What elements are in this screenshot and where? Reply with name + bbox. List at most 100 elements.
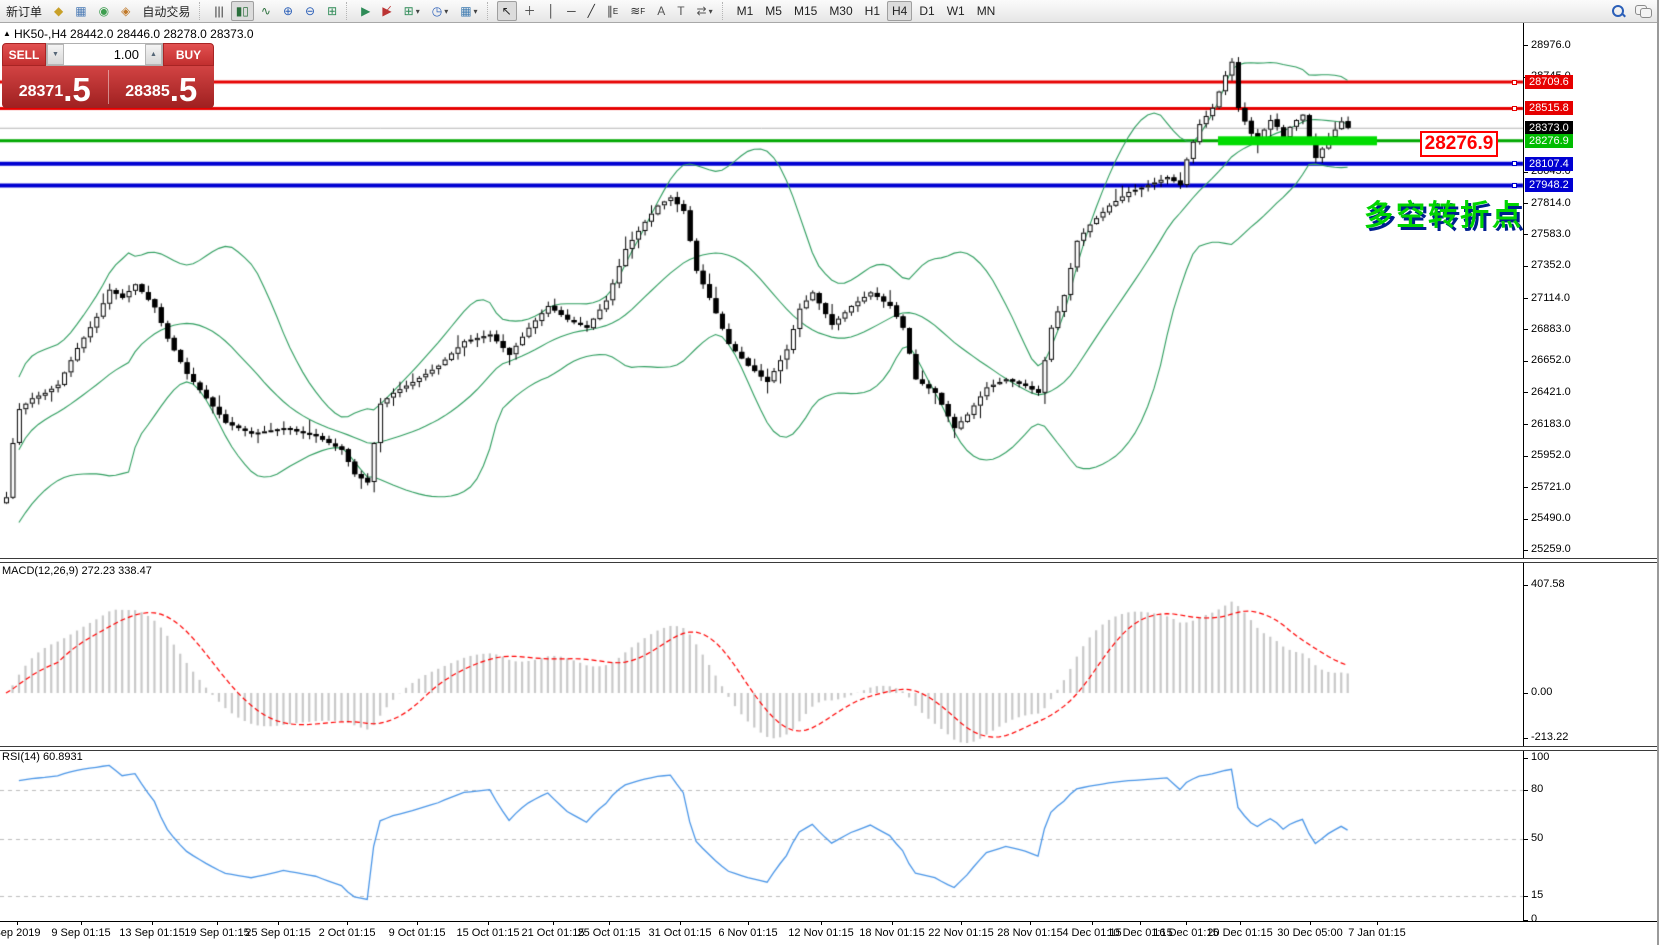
rsi-scale-label: 15 [1531, 888, 1544, 901]
rsi-scale-label: 80 [1531, 783, 1544, 796]
rsi-tick [1523, 839, 1528, 840]
line-drag-handle[interactable] [1512, 79, 1517, 85]
macd-tick [1523, 585, 1528, 586]
toolbar-separator [721, 2, 728, 20]
time-tick [1377, 921, 1378, 925]
rsi-scale-label: 0 [1531, 913, 1538, 925]
time-tick [217, 921, 218, 925]
timeframe-h1[interactable]: H1 [864, 4, 880, 18]
time-axis-label: 20 Dec 01:15 [1207, 927, 1273, 939]
autotrading-icon[interactable]: ◈ [121, 4, 131, 18]
price-tick [1523, 455, 1528, 457]
chat-icon[interactable] [1635, 5, 1652, 18]
time-axis-label: 10 Dec 01:15 [1107, 927, 1173, 939]
price-tick [1523, 265, 1528, 267]
autotrading-button[interactable]: 自动交易 [142, 4, 191, 19]
turning-point-annotation[interactable]: 多空转折点 [1364, 200, 1525, 232]
zoom-in-icon[interactable]: ⊕ [282, 4, 294, 18]
buy-price[interactable]: 28385.5 [109, 73, 215, 108]
zoom-out-icon[interactable]: ⊖ [305, 4, 316, 18]
bar-chart-icon[interactable]: ||| [214, 4, 224, 18]
timeframe-m1[interactable]: M1 [736, 4, 754, 18]
rsi-scale-label: 100 [1531, 751, 1550, 763]
panel-separator-rsi[interactable] [0, 746, 1657, 751]
new-chart-icon[interactable]: ⊞ ▾ [403, 4, 420, 18]
tile-windows-icon[interactable]: ⊞ [327, 4, 338, 18]
price-tick-label: 26421.0 [1531, 385, 1571, 398]
timeframe-w1[interactable]: W1 [946, 4, 965, 18]
price-line-label: 28276.9 [1525, 133, 1573, 148]
time-axis-label: 25 Oct 01:15 [577, 927, 641, 939]
equidistant-channel-icon[interactable]: ∥ E [606, 4, 619, 18]
line-chart-icon[interactable]: ∿ [260, 4, 271, 18]
periods-clock-icon[interactable]: ◷ ▾ [431, 4, 449, 18]
time-axis-label: 2 Oct 01:15 [318, 927, 376, 939]
price-tick-label: 28976.0 [1531, 38, 1571, 51]
templates-icon[interactable]: ▦ ▾ [460, 4, 478, 18]
volume-input[interactable] [64, 44, 145, 65]
toolbar-separator [199, 2, 205, 20]
time-tick [417, 921, 418, 925]
arrows-icon[interactable]: ⇄ ▾ [696, 4, 713, 18]
buy-price-main: 28385 [125, 83, 170, 100]
volume-increase-button[interactable]: ▲ [145, 44, 162, 65]
horizontal-line-icon[interactable]: ─ [567, 4, 576, 18]
timeframe-m30[interactable]: M30 [829, 4, 853, 18]
chart-window-icon: ▲ [3, 29, 11, 38]
cursor-icon[interactable]: ↖ [496, 1, 517, 21]
sell-price[interactable]: 28371.5 [2, 71, 108, 108]
sell-button[interactable]: SELL [2, 43, 46, 66]
line-drag-handle[interactable] [1512, 161, 1517, 167]
text-icon[interactable]: A [657, 4, 666, 18]
terminal-icon[interactable]: ▦ [75, 4, 87, 18]
time-tick [680, 921, 681, 925]
rsi-scale-label: 50 [1531, 832, 1544, 844]
price-tick-label: 26183.0 [1531, 417, 1571, 430]
line-drag-handle[interactable] [1512, 182, 1517, 188]
price-tick-label: 27814.0 [1531, 196, 1571, 209]
price-callout-box[interactable]: 28276.9 [1420, 131, 1498, 157]
order-ticket-icon[interactable]: ◆ [54, 4, 64, 18]
price-line-label: 28709.6 [1525, 75, 1573, 90]
timeframe-m15[interactable]: M15 [793, 4, 818, 18]
chart-shift-icon[interactable]: ▶̸ [382, 4, 392, 18]
price-tick [1523, 298, 1528, 300]
trendline-icon[interactable]: ╱ [587, 4, 595, 18]
timeframe-h4[interactable]: H4 [887, 1, 913, 21]
signals-icon[interactable]: ◉ [98, 4, 110, 18]
price-tick-label: 25721.0 [1531, 480, 1571, 493]
line-drag-handle[interactable] [1512, 105, 1517, 111]
rsi-tick [1523, 920, 1528, 921]
timeframe-m5[interactable]: M5 [765, 4, 782, 18]
candlestick-chart-icon[interactable]: ▮▯ [230, 1, 254, 21]
time-axis-label: 9 Oct 01:15 [388, 927, 446, 939]
time-axis-label: 15 Oct 01:15 [456, 927, 520, 939]
buy-button[interactable]: BUY [163, 43, 214, 66]
time-tick [1186, 921, 1187, 925]
time-tick [961, 921, 962, 925]
timeframe-mn[interactable]: MN [976, 4, 996, 18]
vertical-line-icon[interactable]: │ [547, 4, 556, 18]
crosshair-icon[interactable]: ＋ [523, 4, 536, 18]
text-label-icon[interactable]: T [677, 4, 685, 18]
fibonacci-icon[interactable]: ≋ F [630, 4, 646, 18]
time-axis-label: 9 Sep 01:15 [51, 927, 111, 939]
search-icon[interactable] [1612, 4, 1625, 18]
timeframe-d1[interactable]: D1 [919, 4, 935, 18]
volume-decrease-button[interactable]: ▼ [47, 44, 64, 65]
price-tick-label: 27352.0 [1531, 259, 1571, 272]
price-line-label: 28515.8 [1525, 101, 1573, 116]
auto-scroll-icon[interactable]: ▶ [361, 4, 371, 18]
price-tick [1523, 329, 1528, 331]
panel-separator-macd[interactable] [0, 558, 1657, 563]
time-axis-label: Sep 2019 [0, 927, 41, 939]
time-axis-label: 21 Oct 01:15 [521, 927, 585, 939]
new-order-button[interactable]: 新订单 [6, 4, 43, 19]
time-tick [1092, 921, 1093, 925]
price-tick [1523, 518, 1528, 520]
time-axis-label: 31 Oct 01:15 [648, 927, 712, 939]
time-tick [1030, 921, 1031, 925]
sell-price-frac: .5 [63, 71, 91, 108]
macd-scale-top: 407.58 [1531, 578, 1565, 590]
